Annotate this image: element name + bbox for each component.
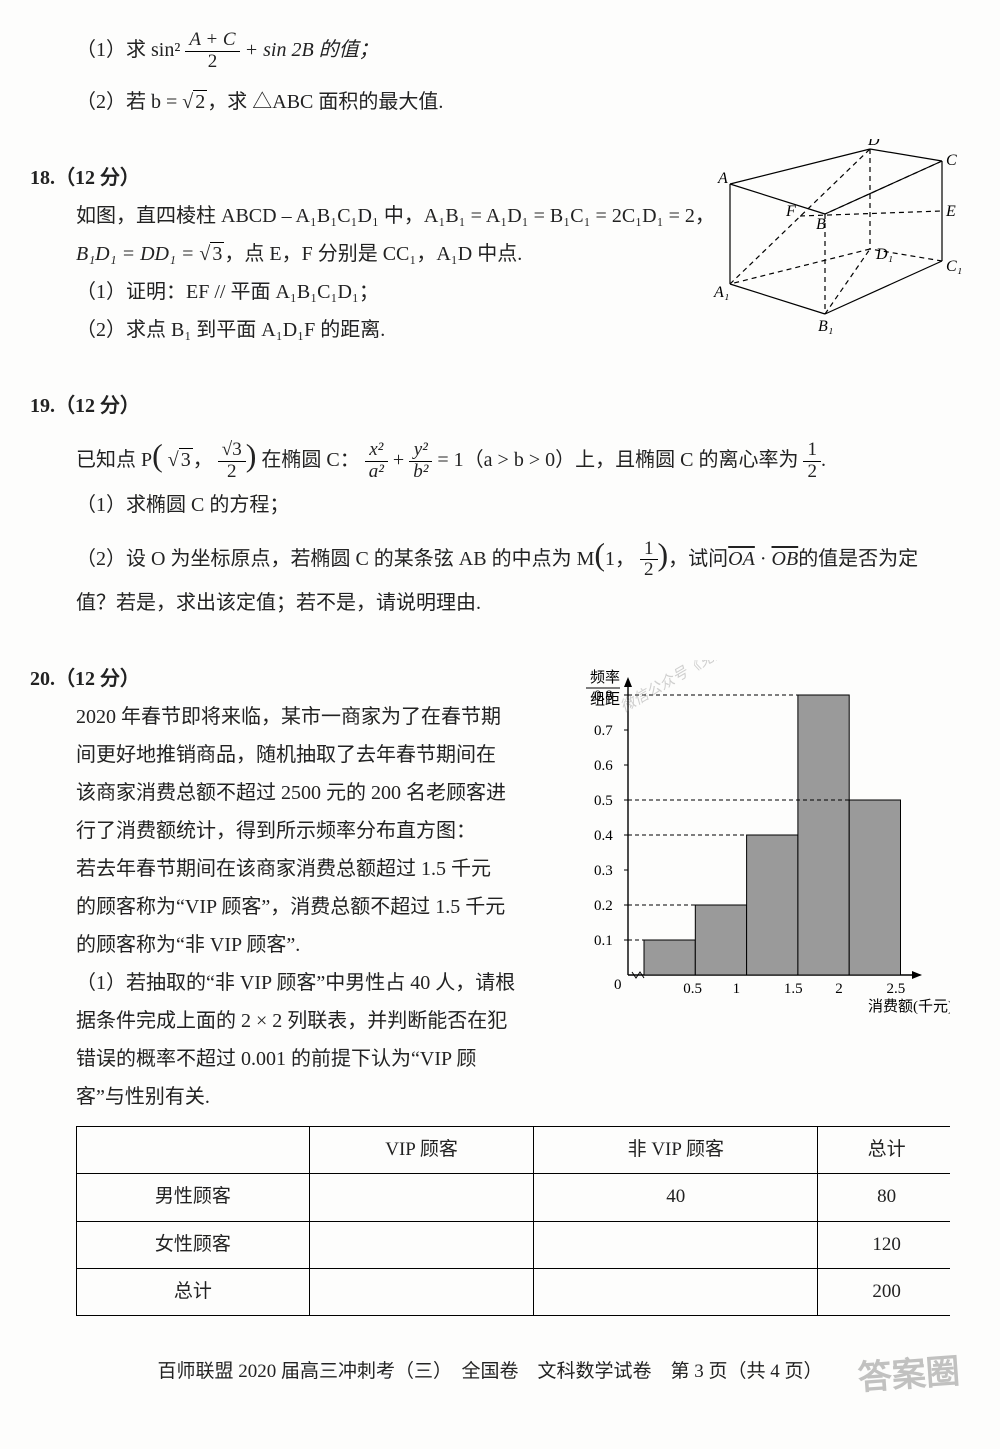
table-row: 女性顾客120: [77, 1221, 951, 1268]
svg-text:0.3: 0.3: [594, 863, 613, 879]
histogram-figure: 频率组距00.10.20.30.40.50.60.70.80.511.522.5…: [570, 660, 950, 1028]
svg-text:0.6: 0.6: [594, 758, 613, 774]
sqrt3: 3: [210, 242, 224, 265]
problem-17: （1）求 sin² A + C 2 + sin 2B 的值； （2）若 b = …: [30, 30, 950, 121]
svg-text:0.7: 0.7: [594, 723, 613, 739]
p19-l4: 值？若是，求出该定值；若不是，请说明理由.: [30, 584, 950, 622]
p19-l2: （1）求椭圆 C 的方程；: [30, 486, 950, 524]
svg-text:C₁: C₁: [946, 258, 962, 275]
svg-text:A: A: [717, 170, 728, 187]
svg-text:F: F: [785, 203, 796, 220]
svg-text:D₁: D₁: [875, 246, 893, 263]
svg-text:A₁: A₁: [713, 284, 729, 301]
table-header: VIP 顾客: [309, 1127, 533, 1174]
svg-text:0.1: 0.1: [594, 933, 613, 949]
table-row: 总计200: [77, 1268, 951, 1315]
svg-text:1.5: 1.5: [784, 981, 803, 997]
p19-l1: 已知点 P( √3， √3 2 ) 在椭圆 C： x²a² + y²b² = 1…: [30, 425, 950, 486]
svg-text:2.5: 2.5: [887, 981, 906, 997]
problem-19: 19.（12 分） 已知点 P( √3， √3 2 ) 在椭圆 C： x²a² …: [30, 387, 950, 623]
svg-text:2: 2: [835, 981, 843, 997]
svg-text:频率: 频率: [590, 669, 620, 686]
svg-text:E: E: [945, 203, 956, 220]
problem-18: A B C D A₁ B₁ C₁ D₁ E F 18.（12 分） 如图，直四棱…: [30, 159, 950, 349]
svg-text:0.4: 0.4: [594, 828, 613, 844]
p17-l2a: （2）若 b = √: [76, 91, 193, 113]
svg-text:0.8: 0.8: [594, 688, 613, 704]
problem-20: 频率组距00.10.20.30.40.50.60.70.80.511.522.5…: [30, 660, 950, 1315]
p20-b11: 客”与性别有关.: [30, 1078, 950, 1116]
svg-text:B: B: [816, 216, 826, 233]
p19-head: 19.（12 分）: [30, 387, 950, 425]
p17-l2b: ，求 △ABC 面积的最大值.: [207, 91, 443, 113]
frac-A+C-over-2: A + C 2: [185, 30, 239, 73]
table-row: 男性顾客4080: [77, 1174, 951, 1221]
svg-text:C: C: [946, 152, 957, 169]
svg-text:1: 1: [733, 981, 741, 997]
p17-l1b: + sin 2B 的值；: [245, 39, 379, 61]
table-header: 总计: [818, 1127, 950, 1174]
table-header: 非 VIP 顾客: [534, 1127, 818, 1174]
page-footer: 百师联盟 2020 届高三冲刺考（三） 全国卷 文科数学试卷 第 3 页（共 4…: [30, 1354, 950, 1390]
vec-OB: OB: [772, 548, 799, 570]
sqrt2: 2: [193, 90, 207, 113]
contingency-table: VIP 顾客非 VIP 顾客总计 男性顾客4080女性顾客120总计200: [76, 1126, 950, 1315]
p17-l1a: （1）求 sin²: [76, 39, 180, 61]
prism-figure: A B C D A₁ B₁ C₁ D₁ E F: [710, 139, 970, 352]
svg-text:D: D: [867, 139, 880, 149]
p17-line1: （1）求 sin² A + C 2 + sin 2B 的值；: [30, 30, 950, 73]
svg-text:0.2: 0.2: [594, 898, 613, 914]
svg-text:0.5: 0.5: [683, 981, 702, 997]
svg-text:0.5: 0.5: [594, 793, 613, 809]
p17-line2: （2）若 b = √2，求 △ABC 面积的最大值.: [30, 83, 950, 121]
vec-OA: OA: [728, 548, 755, 570]
frac-sqrt3-2: √3 2: [218, 440, 246, 483]
p20-b10: 错误的概率不超过 0.001 的前提下认为“VIP 顾: [30, 1040, 950, 1078]
p19-l3: （2）设 O 为坐标原点，若椭圆 C 的某条弦 AB 的中点为 M(1， 12)…: [30, 524, 950, 585]
svg-text:B₁: B₁: [818, 318, 833, 335]
svg-text:消费额(千元): 消费额(千元): [868, 998, 950, 1015]
svg-text:0: 0: [614, 977, 622, 993]
table-header: [77, 1127, 310, 1174]
